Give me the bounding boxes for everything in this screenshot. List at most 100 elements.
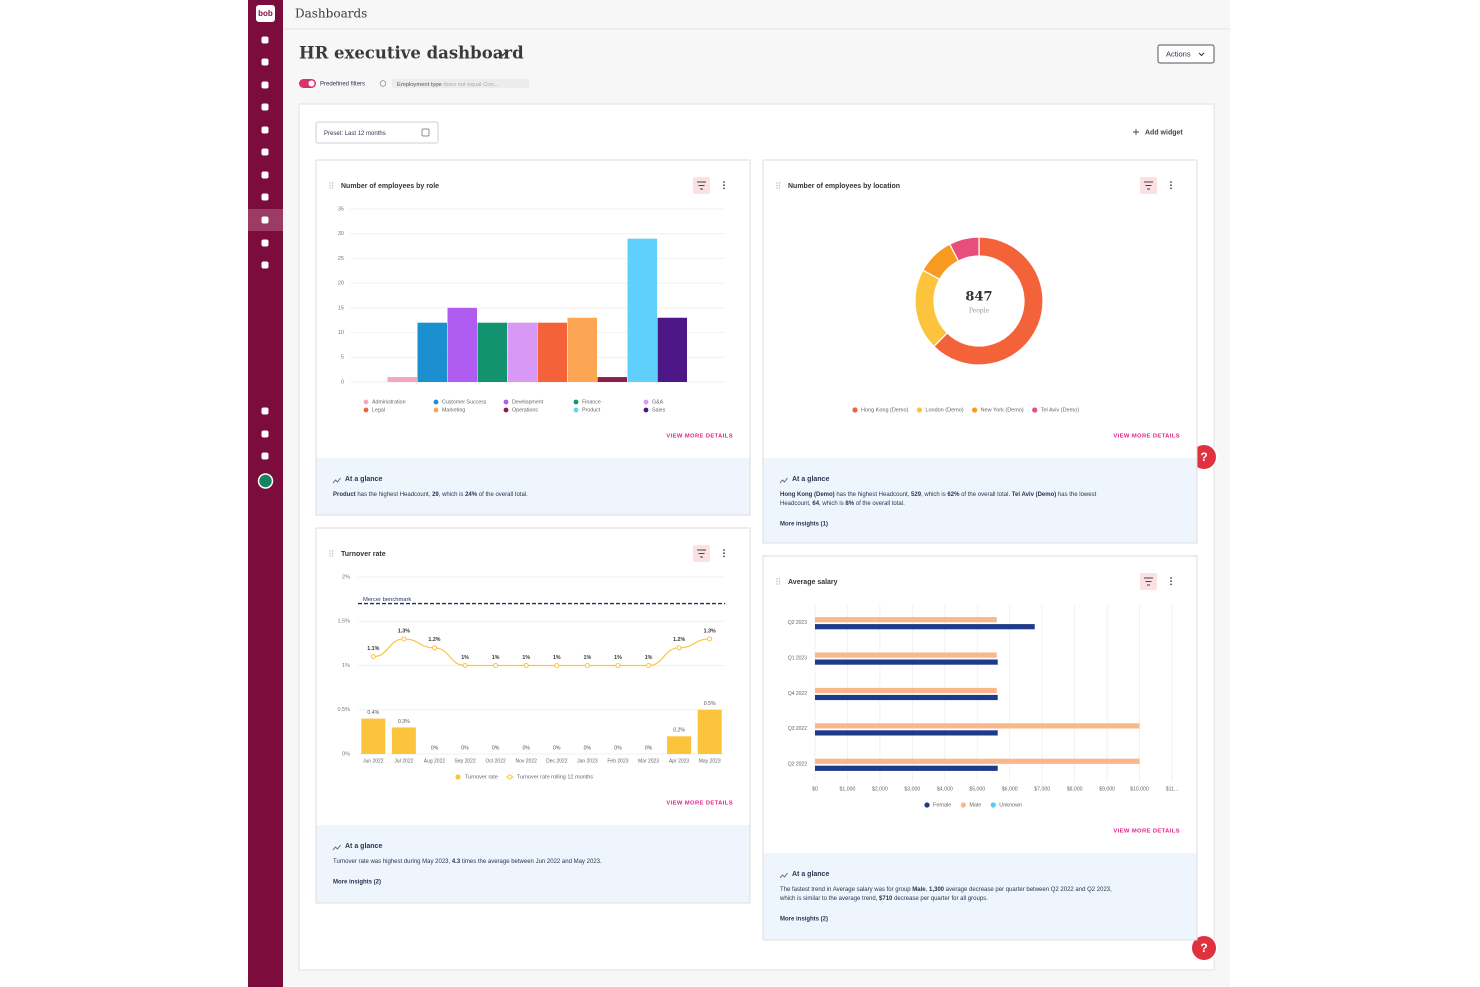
sidebar-icon[interactable] <box>261 171 269 179</box>
drag-handle[interactable] <box>776 578 778 580</box>
view-details-link[interactable]: VIEW MORE DETAILS <box>666 434 733 440</box>
sidebar-icon[interactable] <box>261 239 269 247</box>
drag-handle[interactable] <box>329 552 331 555</box>
drag-handle[interactable] <box>778 184 781 187</box>
y-tick-label: 2% <box>342 574 350 580</box>
legend-swatch <box>924 802 930 808</box>
sidebar-icon[interactable] <box>261 126 269 134</box>
sidebar-icon[interactable] <box>261 148 269 156</box>
preset-select[interactable] <box>315 121 439 144</box>
data-label: 1.3% <box>704 628 716 634</box>
sidebar-icon[interactable] <box>261 193 269 201</box>
drag-handle[interactable] <box>331 182 334 184</box>
glance-text: which is similar to the average trend, $… <box>779 896 988 902</box>
view-details-link[interactable]: VIEW MORE DETAILS <box>1113 434 1180 440</box>
kebab-dot <box>1170 583 1172 586</box>
info-icon[interactable] <box>379 80 387 87</box>
y-tick-label: 1.5% <box>337 619 350 625</box>
data-label: 0% <box>614 745 622 751</box>
drag-handle[interactable] <box>331 187 334 189</box>
sidebar-icon[interactable] <box>261 103 269 111</box>
drag-handle[interactable] <box>331 555 334 557</box>
drag-handle[interactable] <box>778 580 781 583</box>
title-chevron[interactable] <box>498 51 507 57</box>
kebab-dot[interactable] <box>1170 181 1172 183</box>
y-tick-label: 0.5% <box>337 707 350 713</box>
view-details-link[interactable]: VIEW MORE DETAILS <box>1113 829 1180 835</box>
more-insights[interactable]: More insights (2) <box>333 880 381 886</box>
data-label: 1.3% <box>398 628 410 634</box>
x-tick-label: Sep 2022 <box>454 758 476 764</box>
avatar[interactable] <box>257 473 274 489</box>
drag-handle[interactable] <box>776 184 778 187</box>
drag-handle[interactable] <box>776 187 778 189</box>
drag-handle[interactable] <box>331 550 334 552</box>
widget-title: Number of employees by role <box>341 183 439 190</box>
sidebar-icon[interactable] <box>261 216 269 224</box>
x-tick-label: $11... <box>1166 786 1179 792</box>
y-tick-label: 35 <box>338 206 344 212</box>
drag-handle[interactable] <box>778 187 781 189</box>
kebab-dot[interactable] <box>1170 577 1172 579</box>
bar <box>447 307 477 382</box>
drag-handle[interactable] <box>329 555 331 557</box>
glance-title: At a glance <box>792 476 829 483</box>
x-tick-label: $2,000 <box>872 786 888 792</box>
glance-segment: Male <box>912 887 926 893</box>
legend-label: Development <box>512 399 544 405</box>
kebab-dot[interactable] <box>723 181 725 183</box>
benchmark-label: Mercer benchmark <box>363 597 411 603</box>
view-details-link[interactable]: VIEW MORE DETAILS <box>666 801 733 807</box>
legend-swatch <box>363 399 369 405</box>
drag-handle[interactable] <box>776 580 778 583</box>
legend-swatch <box>503 399 509 405</box>
sidebar-icon[interactable] <box>261 452 269 460</box>
drag-handle[interactable] <box>778 182 781 184</box>
add-widget[interactable]: Add widget <box>1145 129 1183 136</box>
y-tick-label: Q3 2022 <box>788 726 807 732</box>
y-tick-label: 10 <box>338 330 344 336</box>
section-title: Dashboards <box>295 7 367 21</box>
kebab-dot <box>723 184 725 187</box>
help-button[interactable] <box>1190 934 1218 962</box>
line-point <box>646 663 652 668</box>
x-tick-label: May 2023 <box>699 758 721 764</box>
more-insights[interactable]: More insights (1) <box>780 522 828 528</box>
sidebar-icon[interactable] <box>261 58 269 66</box>
actions-button[interactable] <box>1157 44 1215 64</box>
glance-panel <box>763 853 1197 940</box>
y-tick-label: 15 <box>338 305 344 311</box>
legend-label: G&A <box>652 399 664 405</box>
glance-icon <box>332 477 341 484</box>
drag-handle[interactable] <box>776 583 778 585</box>
bar <box>815 694 998 701</box>
drag-handle[interactable] <box>776 182 778 184</box>
logo-box[interactable] <box>256 5 275 22</box>
drag-handle[interactable] <box>329 182 331 184</box>
drag-handle[interactable] <box>329 550 331 552</box>
sidebar-icon[interactable] <box>261 430 269 438</box>
bar <box>815 659 998 665</box>
kebab-dot <box>723 552 725 555</box>
sidebar-icon[interactable] <box>261 81 269 89</box>
donut-slice <box>948 236 980 262</box>
sidebar-icon[interactable] <box>261 261 269 269</box>
more-insights[interactable]: More insights (2) <box>780 917 828 923</box>
drag-handle[interactable] <box>329 187 331 189</box>
y-tick-label: 0% <box>342 751 350 757</box>
drag-handle[interactable] <box>331 184 334 187</box>
sidebar-icon[interactable] <box>261 407 269 415</box>
glance-text: Turnover rate was highest during May 202… <box>333 859 602 865</box>
legend-swatch <box>573 399 579 405</box>
drag-handle[interactable] <box>778 583 781 585</box>
sidebar-icon[interactable] <box>261 36 269 44</box>
drag-handle[interactable] <box>331 552 334 555</box>
line-point <box>493 663 499 668</box>
glance-segment: 64 <box>812 501 819 507</box>
kebab-dot[interactable] <box>723 549 725 551</box>
drag-handle[interactable] <box>329 184 331 187</box>
drag-handle[interactable] <box>778 578 781 580</box>
bar <box>815 723 1140 729</box>
filter-chip[interactable] <box>392 79 529 88</box>
